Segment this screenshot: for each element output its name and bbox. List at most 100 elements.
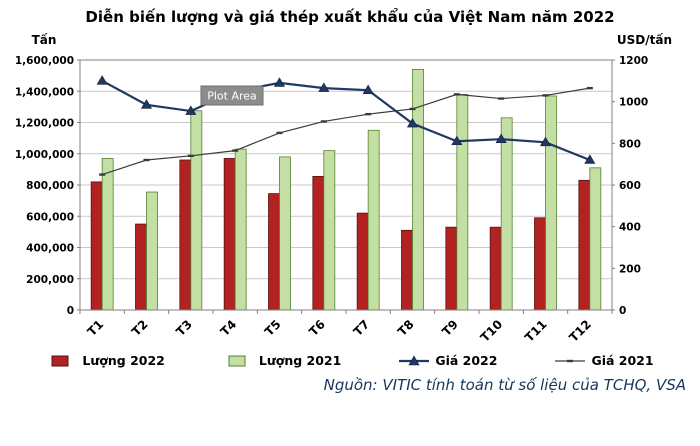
- right-axis-tick-label: 200: [619, 263, 641, 275]
- bar-lượng-2021: [190, 110, 203, 311]
- triangle-marker: [318, 82, 330, 92]
- dash-marker: [232, 149, 239, 152]
- legend-item-4[interactable]: Giá 2021: [555, 353, 654, 368]
- bar-lượng-2022: [135, 223, 147, 311]
- triangle-marker: [185, 105, 197, 115]
- legend-triangle-marker: [408, 354, 420, 365]
- legend-bar-swatch: [51, 355, 69, 366]
- x-axis-category-label: T4: [218, 317, 240, 339]
- left-axis-unit-label: Tấn: [32, 33, 57, 47]
- triangle-marker: [140, 99, 153, 109]
- legend-item-3[interactable]: Giá 2022: [399, 353, 497, 368]
- legend-swatch-icon: [555, 359, 586, 362]
- triangle-marker: [495, 133, 507, 143]
- legend-label: Lượng 2022: [82, 353, 165, 368]
- plot-area-tooltip-box: [200, 85, 264, 106]
- dash-marker: [586, 86, 593, 90]
- left-axis-tick-label: 1,200,000: [15, 118, 74, 130]
- bar-lượng-2022: [356, 212, 369, 311]
- triangle-marker: [96, 75, 108, 85]
- triangle-marker: [273, 77, 286, 87]
- triangle-marker: [362, 84, 374, 95]
- bar-lượng-2022: [312, 176, 325, 311]
- x-axis-category-label: T5: [262, 317, 284, 339]
- right-axis-tick-label: 1000: [619, 97, 648, 109]
- left-axis-tick-label: 1,000,000: [15, 149, 74, 161]
- bar-lượng-2021: [456, 93, 469, 311]
- x-axis-category-label: T3: [173, 317, 195, 339]
- legend-swatch-icon: [399, 354, 430, 365]
- bar-lượng-2021: [367, 129, 380, 311]
- right-axis-tick-label: 600: [619, 180, 641, 192]
- x-axis-category-label: T11: [522, 317, 549, 344]
- dash-marker: [187, 154, 194, 158]
- legend-dash-marker: [567, 359, 574, 362]
- bar-lượng-2022: [223, 158, 236, 311]
- legend-item-1[interactable]: Lượng 2022: [46, 353, 165, 368]
- chart-legend: Lượng 2022 Lượng 2021 Giá 2022 Giá 2021: [0, 353, 700, 368]
- bar-lượng-2021: [234, 148, 247, 311]
- left-axis-tick-label: 1,400,000: [15, 86, 74, 98]
- bar-lượng-2021: [101, 158, 114, 311]
- bar-lượng-2022: [268, 193, 280, 311]
- left-axis-tick-label: 600,000: [26, 211, 74, 223]
- x-axis-category-label: T8: [395, 317, 417, 339]
- x-axis-category-label: T2: [129, 317, 151, 339]
- dash-marker: [542, 94, 549, 97]
- legend-label: Giá 2021: [591, 353, 654, 368]
- plot-area-tooltip-text: Plot Area: [207, 90, 257, 103]
- legend-label: Giá 2022: [435, 353, 498, 368]
- x-axis-category-label: T7: [351, 317, 373, 339]
- dash-marker: [365, 112, 372, 116]
- x-axis-category-label: T10: [478, 317, 505, 344]
- dash-marker: [143, 158, 150, 162]
- right-axis-tick-label: 0: [619, 305, 626, 317]
- left-axis-tick-label: 200,000: [26, 274, 74, 286]
- x-axis-category-label: T12: [566, 317, 593, 344]
- x-axis-category-label: T6: [306, 317, 328, 339]
- bar-lượng-2022: [578, 179, 591, 311]
- chart-canvas[interactable]: Tấn USD/tấn 0 200,000 400,000 600,000 800,000 1…: [0, 26, 700, 351]
- bar-lượng-2021: [589, 167, 602, 311]
- triangle-marker: [406, 117, 419, 128]
- dash-marker: [409, 107, 416, 111]
- legend-bar-swatch: [228, 355, 246, 366]
- legend-item-2[interactable]: Lượng 2021: [223, 353, 341, 368]
- right-axis-unit-label: USD/tấn: [617, 33, 672, 47]
- bar-lượng-2021: [545, 95, 557, 311]
- bar-lượng-2022: [179, 159, 192, 311]
- bar-lượng-2021: [323, 150, 336, 311]
- bar-lượng-2021: [279, 156, 291, 311]
- bar-lượng-2021: [500, 117, 513, 311]
- dash-marker: [276, 131, 283, 135]
- right-axis-tick-label: 400: [619, 222, 641, 234]
- triangle-marker: [584, 154, 596, 164]
- right-axis-tick-label: 800: [619, 138, 641, 150]
- triangle-marker: [539, 136, 552, 147]
- bar-lượng-2022: [401, 229, 413, 311]
- line-giá-2022: [101, 79, 591, 162]
- source-note: Nguồn: VITIC tính toán từ số liệu của TC…: [323, 376, 686, 394]
- bar-lượng-2022: [90, 181, 103, 311]
- x-axis-category-label: T1: [85, 317, 107, 339]
- left-axis-tick-label: 0: [67, 305, 74, 317]
- chart-title: Diễn biến lượng và giá thép xuất khẩu củ…: [85, 8, 615, 26]
- left-axis-tick-label: 400,000: [26, 243, 74, 255]
- legend-swatch-icon: [51, 355, 69, 366]
- dash-marker: [99, 173, 106, 176]
- left-axis-tick-label: 1,600,000: [15, 55, 74, 67]
- line-giá-2021: [101, 87, 590, 176]
- dash-marker: [320, 120, 327, 123]
- left-axis-tick-label: 800,000: [26, 180, 74, 192]
- bar-lượng-2022: [534, 217, 546, 311]
- right-axis-tick-label: 1200: [619, 55, 648, 67]
- dash-marker: [498, 97, 505, 100]
- legend-swatch-icon: [228, 355, 246, 366]
- legend-label: Lượng 2021: [258, 353, 342, 368]
- bar-lượng-2022: [445, 226, 458, 311]
- plot-area-tooltip: Plot Area: [200, 85, 264, 106]
- dash-marker: [453, 93, 460, 96]
- bar-lượng-2021: [146, 191, 158, 311]
- triangle-marker: [451, 135, 463, 146]
